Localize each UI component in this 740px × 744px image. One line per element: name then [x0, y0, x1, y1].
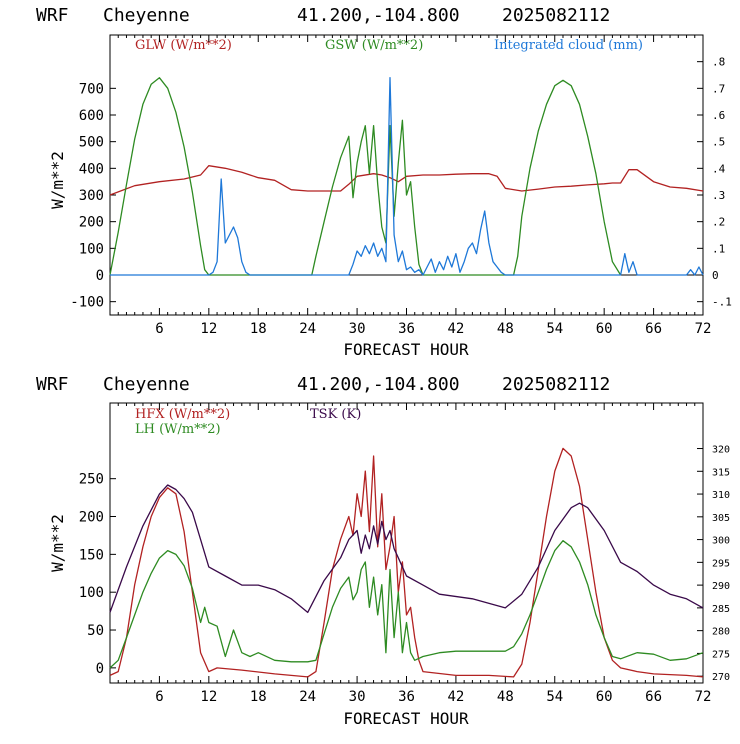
y-tick-label: 50 [87, 623, 104, 639]
x-tick-label: 60 [596, 689, 613, 705]
y2-tick-label: 0 [712, 269, 719, 282]
x-tick-label: 48 [497, 689, 514, 705]
y2-tick-label: 320 [712, 445, 730, 456]
x-tick-label: 72 [695, 689, 712, 705]
y2-tick-label: 305 [712, 513, 730, 524]
y2-tick-label: .1 [712, 242, 725, 255]
y2-tick-label: 270 [712, 672, 730, 683]
panel2-axes: 6 12 18 24 30 36 42 48 54 60 66 72 0 50 100 150 200 250 32… [79, 403, 730, 705]
x-tick-label: 66 [645, 689, 662, 705]
panel2-station: Cheyenne [103, 374, 190, 395]
x-tick-label: 48 [497, 321, 514, 337]
y2-tick-label: 295 [712, 558, 730, 569]
x-tick-label: 54 [546, 321, 563, 337]
y2-tick-label: .5 [712, 136, 725, 149]
y-tick-label: 0 [96, 661, 104, 677]
y-tick-label: 100 [79, 241, 104, 257]
panel1-series [109, 77, 704, 276]
x-tick-label: 72 [695, 321, 712, 337]
legend-hfx: HFX (W/m**2) [135, 407, 230, 422]
y2-tick-label: .6 [712, 109, 725, 122]
x-tick-label: 60 [596, 321, 613, 337]
x-tick-label: 18 [250, 321, 267, 337]
panel1-run: 2025082112 [502, 5, 610, 26]
legend-glw: GLW (W/m**2) [135, 38, 232, 53]
y-tick-label: 250 [79, 472, 104, 488]
y-tick-label: 400 [79, 161, 104, 177]
y-tick-label: 200 [79, 510, 104, 526]
panel1-ylabel: W/m**2 [48, 151, 67, 209]
y2-tick-label: 285 [712, 604, 730, 615]
panel2-coords: 41.200,-104.800 [297, 374, 460, 395]
panel1-axes: 6 12 18 24 30 36 42 48 54 60 66 72 -100 0 100 200 300 400… [70, 35, 732, 337]
y2-tick-label: 290 [712, 581, 730, 592]
panel1-coords: 41.200,-104.800 [297, 5, 460, 26]
y2-tick-label: .3 [712, 189, 725, 202]
x-tick-label: 42 [447, 321, 464, 337]
y-tick-label: -100 [70, 295, 104, 311]
x-tick-label: 6 [155, 321, 163, 337]
x-tick-label: 42 [447, 689, 464, 705]
y2-tick-label: 315 [712, 467, 730, 478]
panel2-ylabel: W/m**2 [48, 514, 67, 572]
y2-tick-label: .7 [712, 82, 725, 95]
panel2-model: WRF [36, 374, 69, 395]
series-line-integrated [110, 77, 704, 276]
x-tick-label: 66 [645, 321, 662, 337]
y2-tick-label: 310 [712, 490, 730, 501]
x-tick-label: 24 [299, 689, 316, 705]
y2-tick-label: .2 [712, 216, 725, 229]
panel2-header: WRF Cheyenne 41.200,-104.800 2025082112 [36, 374, 610, 395]
y-tick-label: 200 [79, 215, 104, 231]
x-tick-label: 36 [398, 321, 415, 337]
legend-integrated-cloud: Integrated cloud (mm) [494, 38, 643, 53]
y-tick-label: 0 [96, 268, 104, 284]
panel1-xlabel: FORECAST HOUR [343, 340, 469, 359]
panel2-series [109, 447, 704, 678]
panel1-header: WRF Cheyenne 41.200,-104.800 2025082112 [36, 5, 610, 26]
y2-tick-label: 300 [712, 536, 730, 547]
panel1-model: WRF [36, 5, 69, 26]
series-line-hfx [109, 447, 704, 678]
panel1-legend: GLW (W/m**2) GSW (W/m**2) Integrated clo… [135, 38, 643, 53]
x-tick-label: 12 [200, 321, 217, 337]
panel2-xlabel: FORECAST HOUR [343, 709, 469, 728]
y2-tick-label: .4 [712, 162, 726, 175]
y2-tick-label: 275 [712, 649, 730, 660]
x-tick-label: 6 [155, 689, 163, 705]
y-tick-label: 500 [79, 135, 104, 151]
x-tick-label: 30 [349, 321, 366, 337]
x-tick-label: 54 [546, 689, 563, 705]
series-line-lh [109, 540, 704, 669]
x-tick-label: 30 [349, 689, 366, 705]
x-tick-label: 36 [398, 689, 415, 705]
panel1-station: Cheyenne [103, 5, 190, 26]
y2-tick-label: -.1 [712, 296, 732, 309]
panel2-run: 2025082112 [502, 374, 610, 395]
y-tick-label: 300 [79, 188, 104, 204]
series-line-gsw [109, 77, 622, 276]
series-line-tsk [109, 484, 704, 614]
legend-gsw: GSW (W/m**2) [325, 38, 423, 53]
legend-tsk: TSK (K) [310, 407, 361, 422]
x-tick-label: 24 [299, 321, 316, 337]
y-tick-label: 700 [79, 81, 104, 97]
x-tick-label: 18 [250, 689, 267, 705]
y-tick-label: 150 [79, 547, 104, 563]
y2-tick-label: 280 [712, 627, 730, 638]
y-tick-label: 100 [79, 585, 104, 601]
panel2-legend: HFX (W/m**2) LH (W/m**2) TSK (K) [135, 407, 361, 437]
x-tick-label: 12 [200, 689, 217, 705]
y2-tick-label: .8 [712, 56, 725, 69]
y-tick-label: 600 [79, 108, 104, 124]
series-line-glw [109, 165, 704, 196]
legend-lh: LH (W/m**2) [135, 422, 221, 437]
